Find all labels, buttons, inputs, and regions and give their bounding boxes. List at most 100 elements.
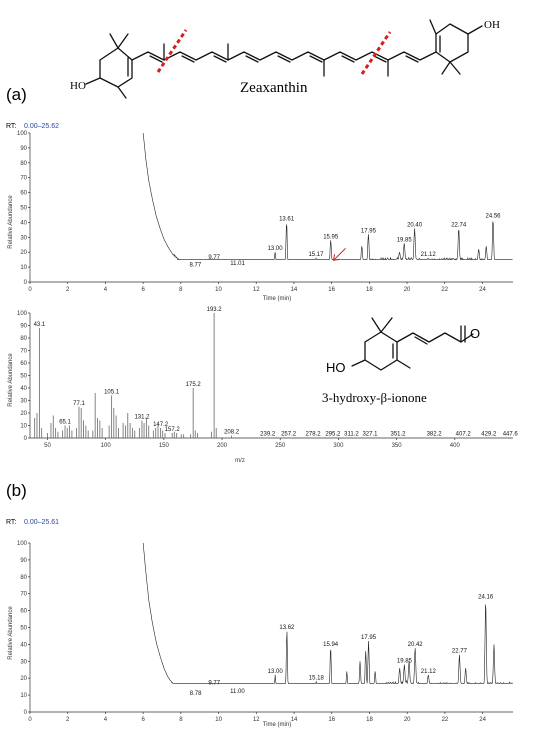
- x-tick-label-a: 24: [479, 287, 486, 293]
- xlabel-b: Time (min): [263, 722, 291, 728]
- y-tick-label-b: 50: [20, 626, 27, 632]
- rt-label-b: RT:: [6, 519, 16, 526]
- ylabel-b: Relative Abundance: [8, 606, 14, 660]
- x-tick-label-b: 10: [215, 717, 222, 723]
- mass-spectrum: Relative Abundance m/z 0 10 20 30 40 50 60 70 80…: [8, 307, 518, 464]
- peak-label-b: 24.16: [478, 594, 494, 600]
- ms-peak-label: 407.2: [456, 431, 472, 437]
- y-tick-label-a: 70: [20, 176, 27, 182]
- y-tick-label-a: 10: [20, 265, 27, 271]
- ms-peak-label: 257.2: [281, 431, 297, 437]
- peak-label-b: 15.18: [309, 676, 325, 682]
- ms-peak-label: 327.1: [362, 431, 378, 437]
- x-tick-label-a: 20: [404, 287, 411, 293]
- x-tick-label-ms: 250: [275, 443, 286, 449]
- ms-peak-label: 447.6: [503, 431, 519, 437]
- zeaxanthin-name: Zeaxanthin: [240, 80, 308, 96]
- xlabel-ms: m/z: [235, 458, 245, 464]
- x-tick-label-b: 20: [404, 717, 411, 723]
- ms-peak-label: 131.2: [134, 415, 150, 421]
- ms-peak-label: 65.1: [59, 420, 71, 426]
- y-tick-label-a: 50: [20, 206, 27, 212]
- y-tick-label-b: 70: [20, 592, 27, 598]
- x-tick-label-b: 18: [366, 717, 373, 723]
- x-tick-label-a: 8: [179, 287, 183, 293]
- x-tick-label-a: 18: [366, 287, 373, 293]
- ionone-o: O: [470, 326, 480, 341]
- ionone-ho: HO: [326, 360, 346, 375]
- y-tick-label-a: 60: [20, 191, 27, 197]
- peak-label-a: 22.74: [451, 222, 467, 228]
- chromatogram-b: RT: 0.00–25.61 Relative Abundance Time (…: [6, 519, 513, 728]
- x-tick-label-ms: 50: [44, 443, 51, 449]
- chromatogram-a: RT: 0.00–25.62 Relative Abundance Time (…: [6, 123, 513, 302]
- ms-peak-label: 157.2: [165, 427, 181, 433]
- trace-b: [142, 542, 513, 685]
- xlabel-a: Time (min): [263, 296, 291, 302]
- x-tick-label-a: 22: [441, 287, 448, 293]
- ms-peak-label: 429.2: [481, 431, 497, 437]
- y-tick-label-ms: 80: [20, 336, 27, 342]
- ms-peak-label: 311.2: [344, 431, 359, 437]
- ms-peak-label: 351.2: [391, 431, 407, 437]
- ionone-structure: HO O 3-hydroxy-β-ionone: [322, 317, 480, 405]
- ms-peak-label: 278.2: [306, 431, 322, 437]
- ms-peak-label: 193.2: [207, 307, 223, 313]
- y-tick-label-b: 0: [24, 710, 28, 716]
- x-tick-label-a: 4: [104, 287, 108, 293]
- y-tick-label-ms: 0: [24, 436, 28, 442]
- trace-a: [142, 132, 513, 261]
- peak-label-b: 17.95: [361, 635, 377, 641]
- x-tick-label-ms: 350: [392, 443, 403, 449]
- ms-peak-label: 77.1: [73, 401, 85, 407]
- y-tick-label-a: 20: [20, 250, 27, 256]
- x-tick-label-ms: 100: [101, 443, 112, 449]
- zeaxanthin-structure: HO OH Zeaxanthin: [70, 19, 500, 99]
- x-tick-label-b: 8: [179, 717, 183, 723]
- ms-peak-label: 175.2: [186, 382, 202, 388]
- rt-range-a: 0.00–25.62: [24, 123, 59, 130]
- y-tick-label-a: 80: [20, 161, 27, 167]
- x-tick-label-ms: 400: [450, 443, 461, 449]
- y-tick-label-ms: 60: [20, 361, 27, 367]
- x-tick-label-b: 2: [66, 717, 70, 723]
- x-tick-label-a: 16: [328, 287, 335, 293]
- peak-label-b: 22.77: [452, 649, 468, 655]
- peak-label-b: 21.12: [421, 669, 437, 675]
- x-tick-label-b: 6: [141, 717, 145, 723]
- y-tick-label-b: 30: [20, 659, 27, 665]
- x-tick-label-a: 12: [253, 287, 260, 293]
- peak-label-b: 8.78: [190, 691, 202, 697]
- peak-label-b: 15.94: [323, 642, 339, 648]
- x-tick-label-ms: 150: [159, 443, 170, 449]
- peak-label-b: 13.62: [279, 625, 295, 631]
- cleavage-mark-left: [156, 29, 188, 73]
- y-tick-label-ms: 20: [20, 411, 27, 417]
- panel-label-b: (b): [6, 481, 27, 500]
- rt-label-a: RT:: [6, 123, 16, 130]
- x-tick-label-a: 0: [28, 287, 32, 293]
- y-tick-label-ms: 40: [20, 386, 27, 392]
- peak-label-a: 17.95: [361, 228, 377, 234]
- peak-label-b: 9.77: [208, 681, 220, 687]
- y-tick-label-a: 30: [20, 235, 27, 241]
- peak-label-a: 13.00: [268, 246, 284, 252]
- y-tick-label-a: 40: [20, 220, 27, 226]
- peak-label-b: 19.85: [397, 659, 413, 665]
- ms-peak-label: 43.1: [34, 322, 46, 328]
- ms-peak-label: 147.2: [153, 422, 169, 428]
- x-tick-label-b: 12: [253, 717, 260, 723]
- panel-label-a: (a): [6, 85, 27, 104]
- peak-label-a: 19.85: [397, 237, 413, 243]
- peak-label-a: 15.95: [323, 234, 339, 240]
- y-tick-label-ms: 50: [20, 374, 27, 380]
- ms-peak-label: 382.2: [427, 431, 443, 437]
- rt-range-b: 0.00–25.61: [24, 519, 59, 526]
- x-tick-label-b: 24: [479, 717, 486, 723]
- ylabel-a: Relative Abundance: [8, 195, 14, 249]
- peak-label-a: 24.56: [486, 213, 502, 219]
- y-tick-label-b: 100: [17, 541, 28, 547]
- ms-peak-label: 208.2: [224, 430, 240, 436]
- y-tick-label-b: 40: [20, 642, 27, 648]
